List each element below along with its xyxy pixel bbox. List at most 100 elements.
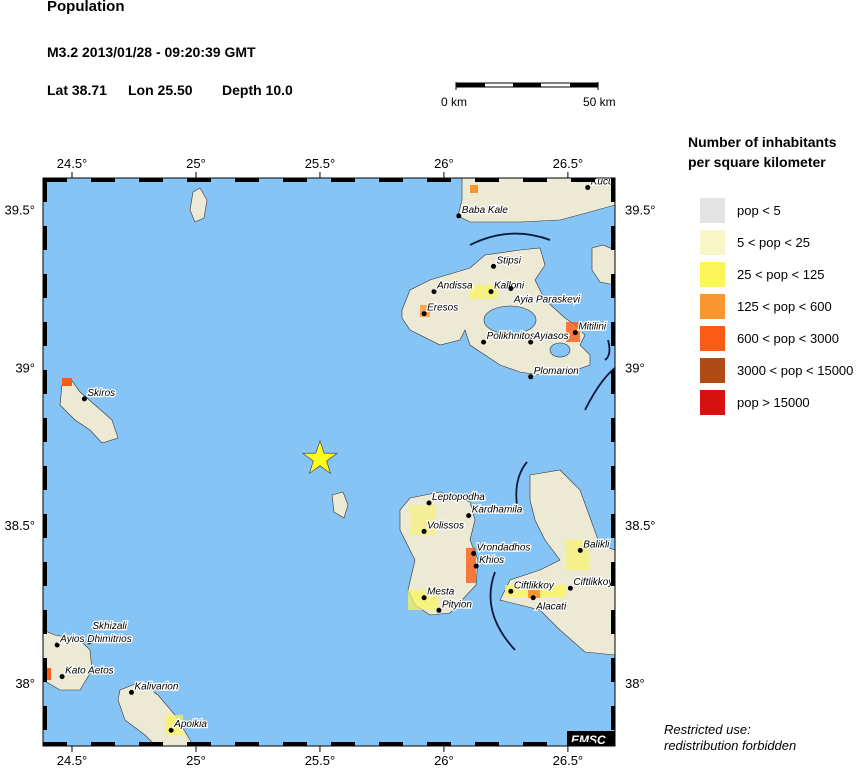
city-label: Khios (479, 555, 504, 566)
lon-tick-label-top: 26.5° (553, 156, 584, 171)
city-kalivarion[interactable]: Kalivarion (129, 680, 180, 695)
legend-item: pop < 5 (700, 198, 781, 223)
restriction-line1: Restricted use: (664, 722, 751, 737)
longitude-label: Lon 25.50 (128, 82, 193, 98)
city-dot-icon (471, 551, 477, 557)
city-label: Kato Aetos (65, 666, 114, 677)
turkey-north-coast (457, 178, 615, 223)
city-skiros[interactable]: Skiros (81, 387, 116, 402)
city-dot-icon (577, 547, 583, 553)
city-baba-kale[interactable]: Baba Kale (456, 204, 510, 219)
lat-tick-label-right: 39° (625, 360, 645, 375)
city-eresos[interactable]: Eresos (421, 301, 459, 317)
legend-swatch (700, 326, 725, 351)
legend-swatch (700, 262, 725, 287)
city-kardhamila[interactable]: Kardhamila (466, 503, 524, 519)
city-label: Ciftlikkoy (514, 580, 555, 591)
legend-item: pop > 15000 (700, 390, 810, 415)
legend-label: 600 < pop < 3000 (737, 331, 839, 346)
legend-label: 25 < pop < 125 (737, 267, 825, 282)
city-dot-icon (572, 330, 578, 336)
legend-item: 125 < pop < 600 (700, 294, 832, 319)
city-dot-icon (567, 585, 573, 591)
city-label: Kardhamila (472, 505, 523, 516)
city-khios[interactable]: Khios (473, 554, 505, 569)
legend-swatch (700, 358, 725, 383)
legend-title: Number of inhabitants per square kilomet… (688, 132, 837, 172)
lon-tick-label-bottom: 25° (186, 753, 206, 768)
city-label: Baba Kale (462, 205, 509, 216)
city-vrondadhos[interactable]: Vrondadhos (471, 541, 532, 557)
city-skhizali[interactable]: Skhizali (86, 620, 129, 645)
legend-swatch (700, 198, 725, 223)
event-info: M3.2 2013/01/28 - 09:20:39 GMT (47, 44, 256, 60)
city-andissa[interactable]: Andissa (431, 279, 474, 295)
city-ayia-paraskevi[interactable]: Ayia Paraskevi (508, 285, 582, 307)
city-dot-icon (530, 595, 536, 601)
psara-island (331, 491, 349, 519)
lon-tick-label-top: 24.5° (57, 156, 88, 171)
city-label: Stipsi (497, 255, 522, 266)
city-dot-icon (54, 642, 60, 648)
city-mitilini[interactable]: Mitilini (572, 320, 608, 336)
legend-title-line2: per square kilometer (688, 154, 826, 170)
axis-ticks: 24.5° 24.5° 25° 25° 25.5° 25.5° 26° 26° 26.5° 26.… (4, 156, 655, 768)
city-ayios-dhimitrios[interactable]: Ayios Dhimitrios (54, 633, 133, 648)
legend-label: 125 < pop < 600 (737, 299, 832, 314)
city-dot-icon (81, 396, 87, 402)
city-dot-icon (481, 339, 487, 345)
scale-end-label: 50 km (583, 95, 616, 109)
city-label: Mesta (427, 587, 455, 598)
city-markers: Kucu Baba Kale Stipsi Andissa Kalloni Ayia Pa… (54, 176, 615, 733)
legend-item: 5 < pop < 25 (700, 230, 810, 255)
city-label: Alacati (535, 602, 567, 613)
city-kalloni[interactable]: Kalloni (488, 279, 526, 295)
city-label: Polikhnitos (487, 331, 535, 342)
city-label: Andissa (436, 281, 473, 292)
city-stipsi[interactable]: Stipsi (491, 254, 523, 269)
city-label: Balikli (583, 539, 610, 550)
legend-swatch (700, 230, 725, 255)
city-kato-aetos[interactable]: Kato Aetos (59, 664, 115, 680)
city-label: Kalivarion (135, 681, 179, 692)
city-label: Kucu (591, 176, 614, 187)
city-pityion[interactable]: Pityion (436, 598, 474, 613)
city-label: Ayiasos (533, 331, 569, 342)
city-dot-icon (508, 588, 514, 594)
city-dot-icon (528, 339, 534, 345)
legend-label: pop > 15000 (737, 395, 810, 410)
city-dot-icon (466, 513, 472, 519)
city-plomarion[interactable]: Plomarion (528, 365, 580, 380)
epicenter-star-icon[interactable] (301, 439, 339, 475)
city-ayiasos[interactable]: Ayiasos (528, 330, 570, 345)
lon-tick-label-bottom: 26.5° (553, 753, 584, 768)
city-polikhnitos[interactable]: Polikhnitos (481, 330, 536, 345)
city-apoikia[interactable]: Apoikia (168, 718, 209, 733)
city-dot-icon (421, 528, 427, 534)
city-dot-icon (168, 727, 174, 733)
city-label: Mitilini (578, 322, 607, 333)
city-leptopodha[interactable]: Leptopodha (426, 491, 487, 506)
karaburun-cesme-peninsula (499, 469, 615, 656)
city-dot-icon (86, 639, 92, 645)
lat-tick-label-right: 38° (625, 676, 645, 691)
city-kucu[interactable]: Kucu (585, 176, 615, 190)
city-alacati[interactable]: Alacati (530, 595, 568, 614)
map-area[interactable]: Kucu Baba Kale Stipsi Andissa Kalloni Ayia Pa… (43, 176, 617, 750)
city-label: Vrondadhos (477, 543, 531, 554)
city-ciftlikkoy[interactable]: Ciftlikkoy (567, 576, 615, 591)
lon-tick-label-top: 26° (434, 156, 454, 171)
legend-item: 600 < pop < 3000 (700, 326, 839, 351)
map-frame (42, 177, 616, 747)
city-label: Apoikia (173, 719, 207, 730)
lat-tick-label-left: 39.5° (4, 203, 35, 218)
lon-tick-label-top: 25° (186, 156, 206, 171)
city-ciftlikkoy[interactable]: Ciftlikkoy (508, 579, 556, 594)
city-mesta[interactable]: Mesta (421, 585, 456, 601)
city-balikli[interactable]: Balikli (577, 538, 611, 553)
city-volissos[interactable]: Volissos (421, 519, 465, 534)
city-label: Kalloni (494, 281, 525, 292)
legend-label: pop < 5 (737, 203, 781, 218)
lat-tick-label-left: 39° (15, 360, 35, 375)
